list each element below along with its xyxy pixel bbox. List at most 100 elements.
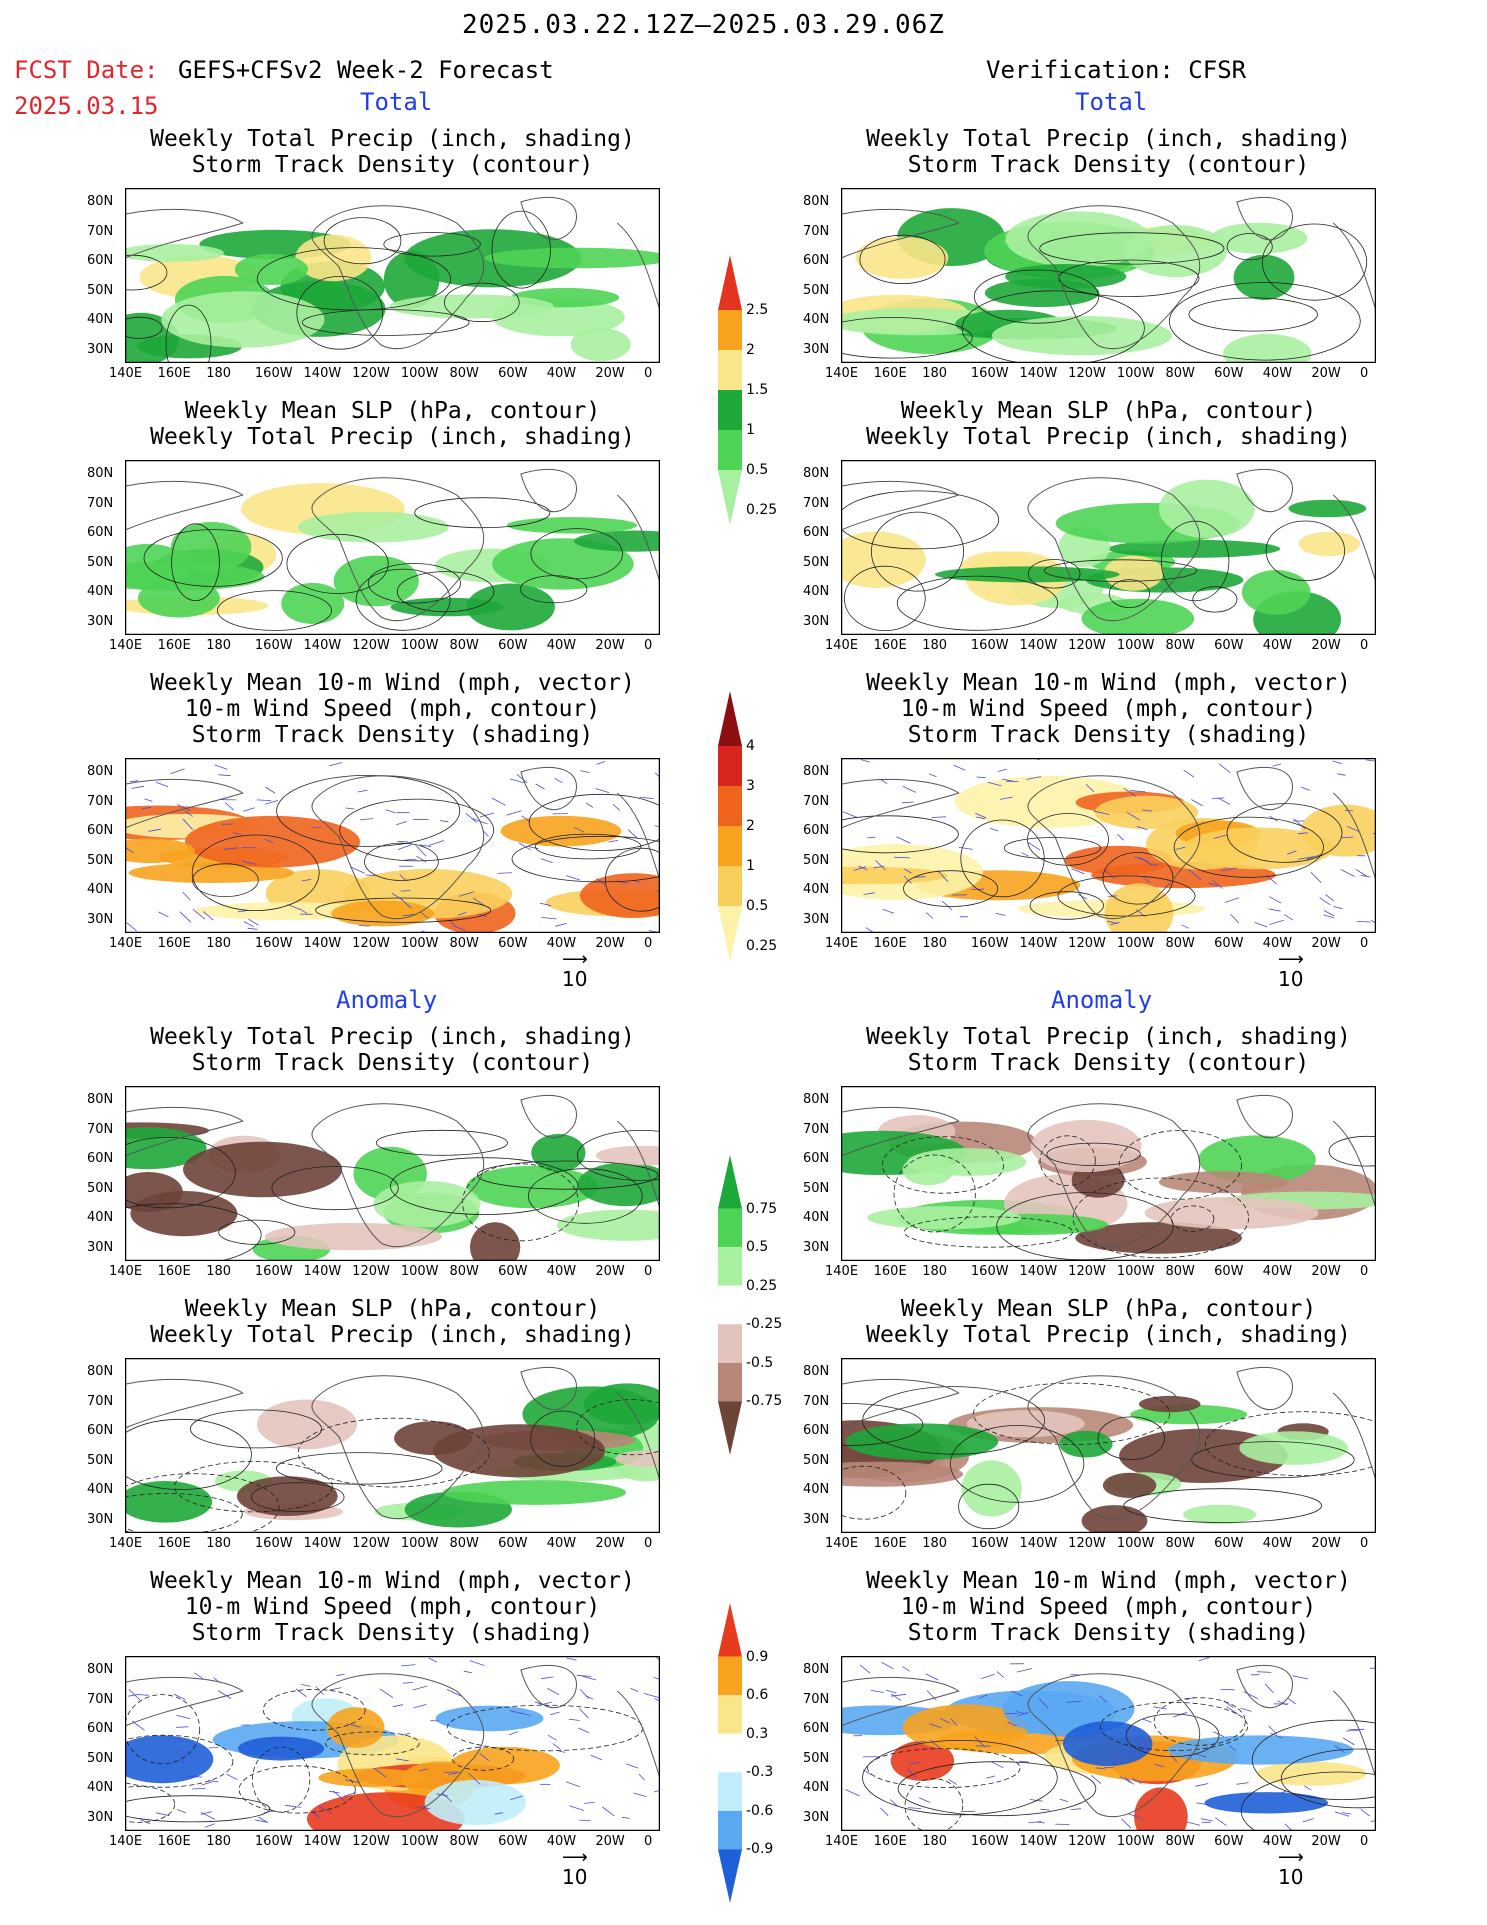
lon-label: 140W (1019, 1834, 1058, 1849)
lon-label: 0 (1360, 1264, 1369, 1279)
wind-vector (1269, 896, 1282, 904)
lon-label: 80W (449, 1536, 479, 1551)
shading-region (333, 555, 419, 607)
wind-vector (1117, 834, 1124, 841)
wind-vector (842, 811, 858, 818)
shading-region (236, 1476, 338, 1516)
contour-line (1039, 1135, 1096, 1186)
contour-line (1191, 1441, 1355, 1479)
wind-vector (643, 1693, 660, 1698)
shading-region (170, 522, 252, 572)
wind-vector (144, 798, 153, 802)
coastline (125, 1094, 660, 1248)
contour-line (323, 217, 402, 265)
wind-vector (1226, 1706, 1239, 1715)
lon-label: 160W (970, 1834, 1009, 1849)
wind-vector (248, 918, 259, 926)
lat-label: 60N (803, 525, 830, 540)
vector-reference: ⟶ 10 (562, 1849, 588, 1890)
contour-line (1280, 1748, 1376, 1809)
wind-vector (1303, 1785, 1312, 1791)
lat-label: 30N (803, 341, 830, 357)
lon-label: 160W (254, 1834, 293, 1849)
wind-vector (976, 816, 985, 820)
contour-line (1261, 223, 1368, 301)
wind-vector (247, 927, 258, 930)
shading-region (161, 291, 325, 348)
contour-line (1226, 233, 1273, 261)
shading-region (125, 1481, 213, 1523)
shading-region (295, 234, 372, 282)
wind-vector (1292, 1675, 1308, 1680)
lon-label: 20W (1311, 1536, 1341, 1551)
lon-label: 120W (352, 1834, 390, 1849)
wind-vector (463, 1670, 473, 1674)
lat-label: 30N (803, 1809, 830, 1825)
wind-vector (345, 1779, 360, 1783)
lon-label: 60W (1214, 1536, 1244, 1551)
lon-label: 160W (970, 366, 1009, 381)
wind-vector (1153, 1706, 1167, 1710)
shading-region (326, 1707, 385, 1748)
contour-line (897, 1761, 1097, 1817)
wind-vector (653, 1677, 660, 1680)
lat-label: 40N (803, 1210, 830, 1225)
colorbar-label: -0.25 (746, 1316, 783, 1333)
wind-vector (397, 840, 409, 843)
wind-vector (1139, 857, 1153, 866)
contour-line (1192, 586, 1238, 613)
wind-vector (420, 911, 429, 919)
wind-vector (595, 788, 610, 793)
shading-region (1134, 1787, 1188, 1831)
wind-vector (155, 781, 169, 788)
lon-label: 140E (109, 1834, 143, 1849)
contour-line (443, 282, 520, 323)
colorbar-label: 0.75 (746, 1200, 778, 1217)
contour-line (171, 523, 220, 601)
wind-vector (581, 1675, 597, 1681)
map-frame (125, 188, 660, 363)
wind-vector (1277, 1790, 1287, 1795)
contour-line (315, 897, 492, 923)
contour-line (1099, 1702, 1249, 1752)
lon-label: 0 (1360, 1536, 1369, 1551)
wind-vector (350, 866, 365, 874)
lon-label: 40W (1262, 1264, 1293, 1279)
panel-title-line: Weekly Mean SLP (hPa, contour) (184, 398, 601, 424)
wind-vector (494, 1812, 504, 1815)
wind-vector (258, 1816, 267, 1823)
wind-vector (989, 827, 999, 832)
lon-label: 160E (157, 1264, 191, 1279)
wind-vector (566, 1657, 577, 1661)
verification-map-precip_storm (841, 1086, 1376, 1261)
shading-region (1005, 211, 1151, 268)
wind-vector (1142, 876, 1150, 883)
wind-vector (264, 800, 279, 805)
colorbar-precip_anom (718, 1155, 742, 1455)
contour-line (339, 798, 495, 862)
vector-reference: ⟶ 10 (1278, 949, 1304, 992)
lon-label: 0 (644, 638, 653, 653)
arrow-icon: ⟶ (1278, 949, 1304, 970)
panel-title: Weekly Mean SLP (hPa, contour) Weekly Tot… (115, 1296, 670, 1348)
shading-region (867, 1206, 1021, 1230)
contour-line (125, 1418, 252, 1490)
colorbar-segment (718, 390, 742, 430)
contour-line (125, 1203, 262, 1261)
contour-line (605, 847, 660, 912)
lat-label: 70N (87, 1393, 114, 1409)
colorbar-storm_anom (718, 1603, 742, 1903)
lon-label: 20W (595, 638, 625, 653)
lon-label: 120W (352, 366, 390, 381)
wind-vector (243, 921, 254, 928)
wind-vector (1370, 920, 1376, 924)
wind-vector (126, 922, 137, 932)
wind-vector (1230, 914, 1239, 924)
shading-region (574, 530, 660, 552)
panel-title-line: Weekly Total Precip (inch, shading) (150, 1322, 635, 1348)
colorbar-segment (718, 1810, 742, 1850)
wind-vector (156, 1812, 170, 1817)
lon-label: 20W (1311, 1834, 1341, 1849)
wind-vector (555, 923, 567, 927)
contour-line (125, 1493, 243, 1533)
